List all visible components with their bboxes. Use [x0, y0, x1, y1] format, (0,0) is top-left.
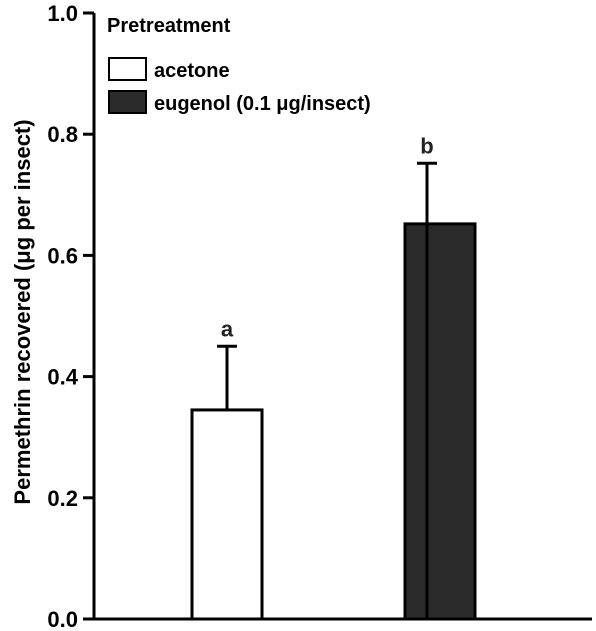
y-tick-label: 0.4: [47, 365, 78, 390]
bars: ab: [190, 133, 477, 621]
legend: Pretreatment acetone eugenol (0.1 μg/insec…: [107, 15, 371, 115]
y-tick-label: 0.2: [47, 486, 78, 511]
legend-entry-label: eugenol (0.1 μg/insect): [154, 93, 371, 115]
legend-swatch: [108, 57, 147, 81]
y-tick-label: 0.8: [47, 122, 78, 147]
y-tick-label: 1.0: [47, 1, 78, 26]
significance-label: a: [221, 316, 234, 341]
axes: [92, 13, 592, 621]
bar-eugenol: [403, 222, 477, 621]
significance-label: b: [420, 133, 433, 158]
y-tick-label: 0.6: [47, 243, 78, 268]
y-axis-label: Permethrin recovered (μg per insect): [10, 119, 35, 504]
y-axis-ticks: 0.0 0.2 0.4 0.6 0.8 1.0: [47, 1, 94, 631]
legend-entry-label: acetone: [154, 60, 230, 82]
legend-swatch: [108, 90, 147, 114]
y-tick-label: 0.0: [47, 607, 78, 631]
legend-title: Pretreatment: [107, 15, 231, 37]
bar-acetone: [190, 408, 264, 621]
